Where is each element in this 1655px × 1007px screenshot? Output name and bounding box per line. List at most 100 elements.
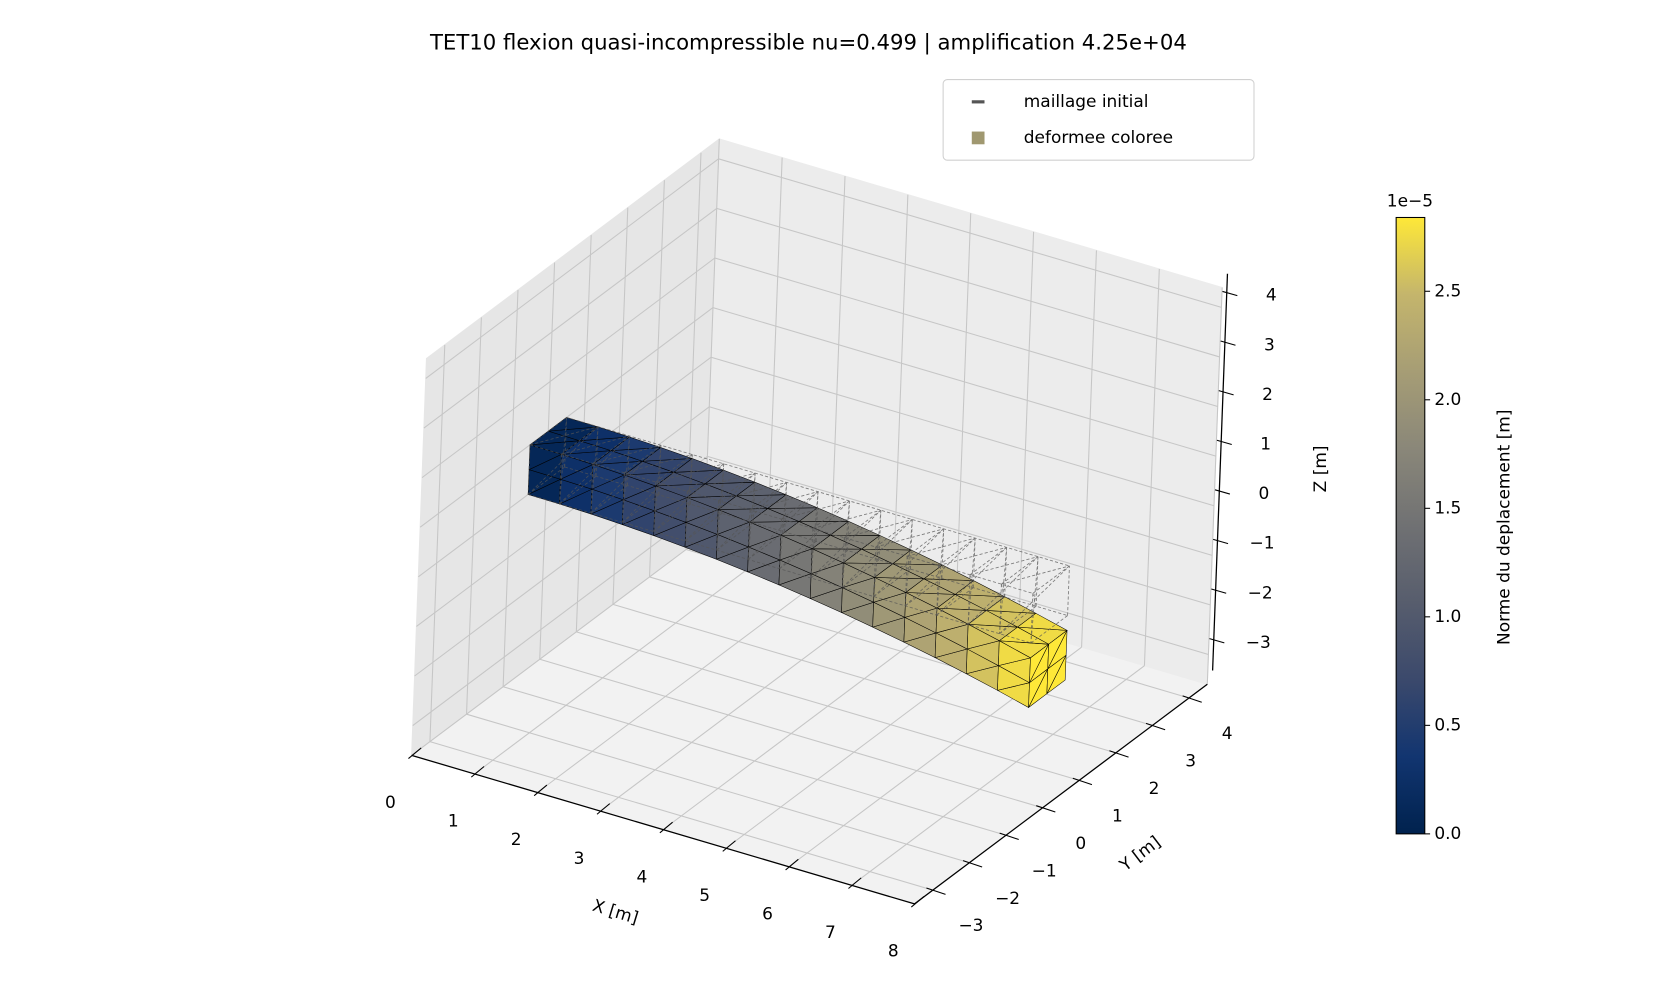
mesh-face	[935, 607, 969, 634]
grid-line	[892, 194, 909, 592]
grid-line	[466, 713, 970, 864]
x-axis-line	[411, 754, 915, 905]
mesh-edge	[969, 547, 1007, 576]
grid-line	[474, 553, 768, 775]
mesh-edge	[592, 444, 661, 464]
colorbar-label: Norme du deplacement [m]	[1494, 410, 1514, 645]
mesh-edge	[624, 444, 662, 474]
mesh-edge	[936, 587, 974, 616]
mesh-edge	[690, 454, 693, 505]
grid-line	[1206, 287, 1223, 685]
mesh-edge	[716, 522, 754, 551]
mesh-edge	[559, 475, 597, 505]
tick-mark	[1145, 722, 1166, 731]
mesh-edge	[653, 481, 657, 532]
mesh-edge	[781, 500, 850, 520]
mesh-edge	[941, 528, 945, 579]
mesh-edge	[938, 537, 976, 566]
grid-line	[709, 406, 1213, 556]
grid-line	[466, 317, 482, 715]
mesh-edge	[967, 574, 971, 625]
z-tick-label: 1	[1260, 434, 1271, 454]
legend-label: maillage initial	[1024, 92, 1149, 112]
grid-line	[718, 158, 1222, 308]
grid-line	[612, 207, 629, 605]
mesh-edge	[624, 454, 693, 474]
mesh-edge	[999, 584, 1002, 634]
mesh-edge	[747, 531, 785, 560]
grid-line	[429, 741, 933, 891]
grid-line	[576, 631, 1080, 781]
mesh-edge	[784, 482, 788, 533]
mesh-edge	[904, 519, 913, 606]
mesh-edge	[875, 519, 913, 548]
mesh-edge	[529, 417, 567, 446]
mesh-edge	[810, 491, 819, 579]
x-tick-label: 7	[825, 923, 836, 943]
mesh-edge	[841, 500, 850, 588]
z-tick-label: −1	[1249, 534, 1274, 554]
figure: TET10 flexion quasi-incompressible nu=0.…	[385, 30, 1514, 961]
x-axis-label: X [m]	[590, 896, 641, 929]
mesh-edge	[938, 546, 1007, 566]
mesh-edge	[779, 482, 788, 569]
grid-line	[829, 176, 846, 573]
mesh-edge	[1067, 565, 1070, 616]
mesh-edge	[969, 556, 1039, 576]
mesh-edge	[906, 528, 944, 557]
mesh-face	[1029, 643, 1049, 683]
y-tick-label: −3	[958, 916, 983, 936]
mesh-edge	[999, 547, 1008, 634]
colorbar-tick-label: 1.5	[1434, 498, 1461, 518]
mesh-edge	[1001, 565, 1070, 585]
y-tick-label: 3	[1185, 752, 1196, 772]
mesh-edge	[810, 528, 814, 579]
z-tick-label: 2	[1262, 385, 1273, 405]
tick-mark	[1109, 750, 1129, 758]
grid-line	[416, 406, 710, 627]
mesh-edge	[559, 454, 562, 504]
mesh-edge	[1030, 593, 1034, 644]
tick-mark	[1220, 340, 1236, 346]
mesh-face	[861, 535, 912, 551]
mesh-edge	[936, 528, 945, 616]
mesh-edge	[747, 473, 756, 560]
mesh-edge	[967, 538, 976, 625]
x-tick-label: 8	[888, 942, 899, 962]
mesh-face	[1047, 630, 1068, 670]
mesh-edge	[1035, 556, 1039, 607]
grid-line	[1143, 268, 1160, 666]
mesh-face	[892, 549, 943, 566]
tick-mark	[785, 858, 799, 871]
mesh-face	[642, 447, 693, 462]
grid-line	[712, 307, 1216, 457]
grid-line	[662, 609, 957, 831]
y-axis-label: Y [m]	[1115, 832, 1164, 876]
mesh-edge	[721, 463, 725, 514]
tick-mark	[1036, 805, 1056, 813]
mesh-edge	[1032, 565, 1070, 594]
grid-line	[429, 344, 446, 742]
tick-mark	[1214, 489, 1231, 495]
mesh-edge	[747, 509, 751, 560]
mesh-edge	[527, 466, 565, 495]
z-axis-line	[1211, 273, 1229, 671]
mesh-face	[998, 640, 1031, 666]
grid-line	[412, 505, 706, 727]
grid-line	[1081, 250, 1097, 648]
grid-line	[955, 213, 972, 611]
mesh-edge	[936, 565, 939, 616]
mesh-edge	[621, 435, 630, 523]
tick-mark	[848, 877, 862, 889]
mesh-edge	[716, 463, 725, 551]
grid-line	[537, 572, 831, 793]
mesh-face	[704, 469, 756, 485]
x-tick-label: 1	[448, 812, 459, 832]
mesh-edge	[561, 435, 630, 455]
mesh-edge	[1030, 556, 1039, 644]
tick-mark	[1218, 390, 1234, 396]
grid-line	[502, 686, 1007, 836]
colorbar-tick-label: 1.0	[1434, 607, 1461, 627]
tick-mark	[470, 766, 485, 778]
mesh-edge	[684, 491, 688, 541]
